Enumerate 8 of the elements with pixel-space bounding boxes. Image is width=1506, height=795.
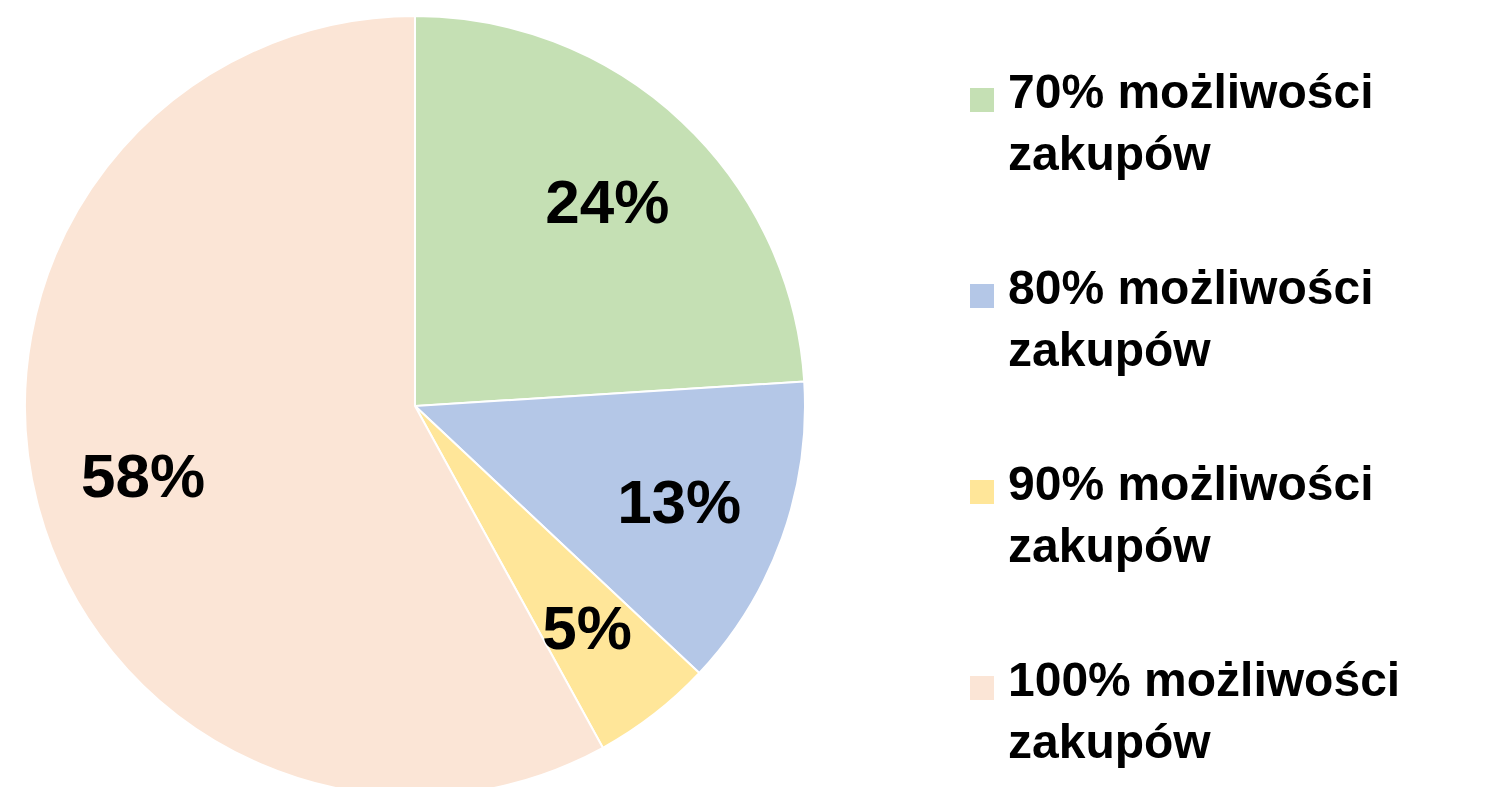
data-label: 58%	[80, 441, 206, 511]
data-label: 13%	[617, 466, 742, 536]
data-label: 24%	[545, 166, 670, 236]
data-label: 5%	[542, 593, 632, 663]
legend-label: 100% możliwości zakupów	[1008, 653, 1401, 768]
legend-label: 70% możliwości zakupów	[1008, 65, 1374, 180]
legend-label: 90% możliwości zakupów	[1008, 457, 1374, 572]
legend-label: 80% możliwości zakupów	[1008, 261, 1374, 376]
